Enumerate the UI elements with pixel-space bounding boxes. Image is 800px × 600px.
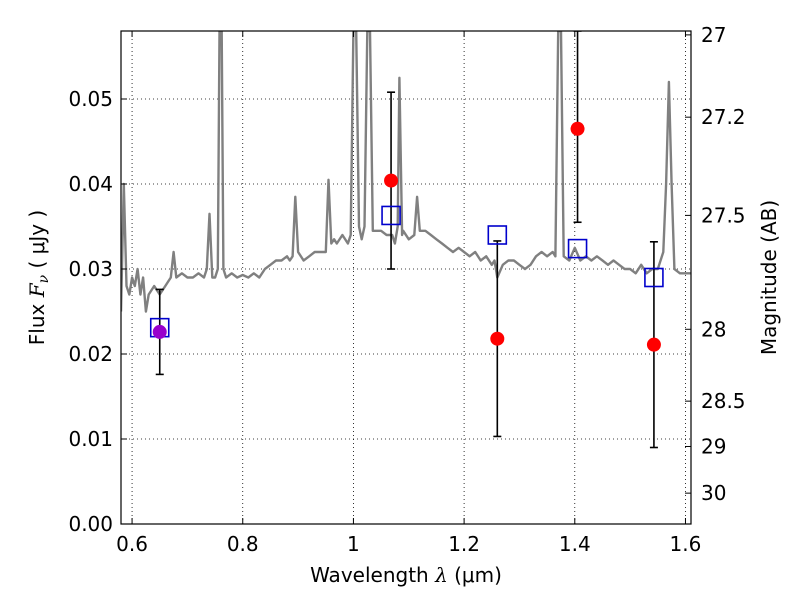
plot-area	[121, 31, 691, 449]
tick-layer: 0.6 0.8 1 1.2 1.4 1.6 0.00 0.01 0.02 0.03 0.04 0.05…	[68, 23, 745, 556]
y-tick-label: 0.04	[68, 172, 113, 196]
x-axis-label: Wavelength λ (μm)	[310, 563, 502, 587]
y-axis-label-subscript: ν	[36, 274, 52, 283]
y-axis-label-prefix: Flux	[25, 297, 49, 345]
marker-layer	[149, 121, 664, 352]
x-tick-label: 0.6	[116, 532, 148, 556]
axes-frame	[120, 30, 692, 525]
grid-layer	[121, 31, 691, 524]
x-tick-label: 1.4	[559, 532, 591, 556]
y-tick-label: 0.01	[68, 427, 113, 451]
x-tick-label: 0.8	[227, 532, 259, 556]
y-axis-label-right: Magnitude (AB)	[757, 200, 781, 355]
mag-tick-label: 27.5	[701, 203, 746, 227]
x-axis-label-unit: (μm)	[448, 563, 502, 587]
observed-point	[490, 331, 505, 346]
mag-tick-label: 28.5	[701, 389, 746, 413]
model-point	[381, 205, 401, 226]
mag-tick-label: 27.2	[701, 105, 746, 129]
spectrum-line	[121, 31, 691, 313]
observed-point	[570, 121, 585, 136]
x-axis-label-symbol: λ	[434, 563, 448, 587]
x-tick-label: 1.2	[448, 532, 480, 556]
mag-tick-label: 28	[701, 317, 726, 341]
x-axis-label-prefix: Wavelength	[310, 563, 435, 587]
observed-point	[384, 173, 399, 188]
mag-tick-label: 27	[701, 23, 726, 47]
x-tick-label: 1	[347, 532, 360, 556]
observed-point	[646, 337, 661, 352]
observed-point	[152, 324, 167, 339]
model-point	[487, 225, 508, 245]
mag-tick-label: 30	[701, 481, 726, 505]
model-point	[644, 267, 664, 288]
x-tick-label: 1.6	[670, 532, 702, 556]
mag-tick-label: 29	[701, 434, 726, 458]
y-axis-label: Flux Fν ( μJy )	[25, 210, 52, 345]
y-tick-label: 0.05	[68, 87, 113, 111]
y-tick-label: 0.03	[68, 257, 113, 281]
model-point	[567, 238, 588, 259]
y-tick-label: 0.02	[68, 342, 113, 366]
y-axis-label-symbol: F	[25, 282, 49, 298]
y-axis-label-unit: ( μJy )	[25, 210, 49, 275]
y-tick-label: 0.00	[68, 512, 113, 536]
